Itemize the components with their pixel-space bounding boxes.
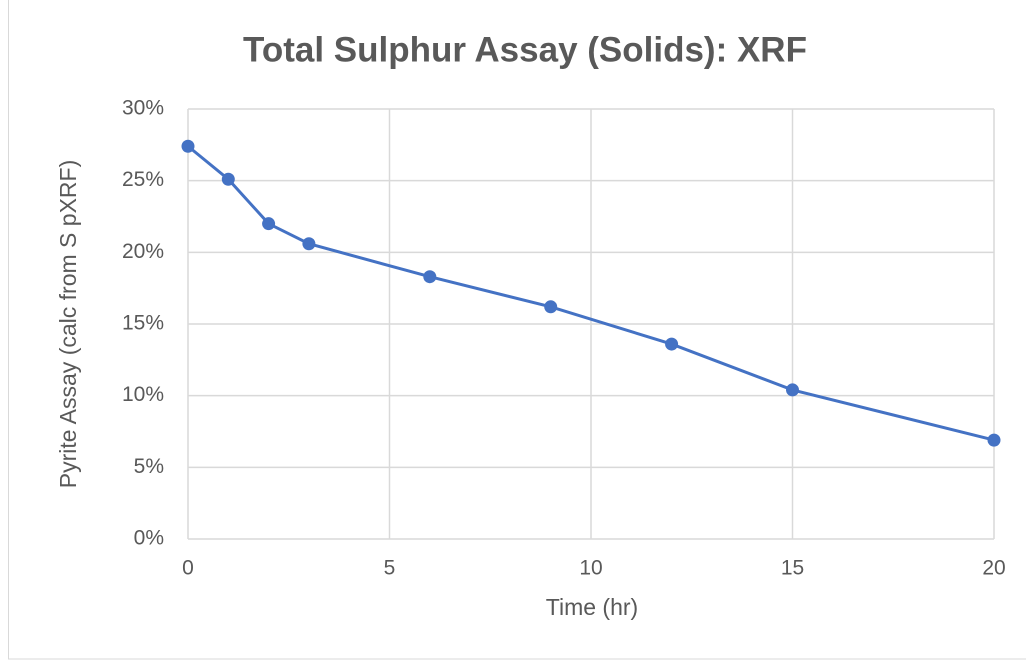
data-point: [786, 383, 799, 397]
y-tick-label: 25%: [122, 168, 164, 191]
x-tick-label: 0: [182, 557, 194, 580]
y-tick-label: 15%: [122, 312, 164, 335]
x-axis-title: Time (hr): [546, 594, 638, 620]
data-point: [423, 270, 437, 284]
y-tick-label: 5%: [134, 455, 164, 478]
chart-frame: [8, 0, 1026, 660]
data-point: [221, 172, 235, 186]
x-tick-label: 20: [982, 557, 1005, 580]
y-tick-label: 30%: [122, 97, 164, 120]
data-point: [181, 139, 195, 153]
y-axis-title: Pyrite Assay (calc from S pXRF): [55, 160, 81, 488]
data-point: [544, 300, 558, 314]
y-tick-label: 20%: [122, 240, 164, 263]
data-point: [987, 433, 1001, 447]
data-point: [665, 337, 679, 351]
chart-title: Total Sulphur Assay (Solids): XRF: [243, 30, 807, 69]
data-point: [262, 217, 276, 231]
y-tick-label: 10%: [122, 383, 164, 406]
x-tick-label: 10: [579, 557, 602, 580]
y-tick-label: 0%: [134, 527, 164, 550]
x-tick-label: 5: [384, 557, 396, 580]
x-tick-label: 15: [781, 557, 804, 580]
data-point: [302, 237, 316, 251]
